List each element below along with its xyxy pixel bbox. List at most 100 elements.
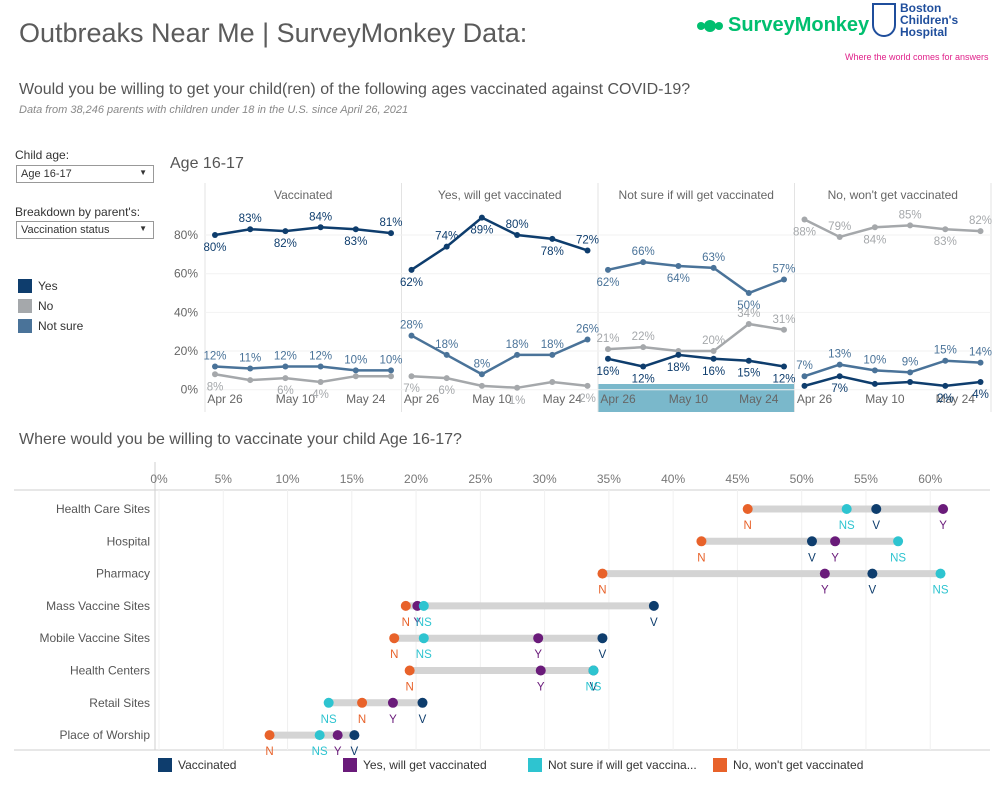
data-label: 12% <box>772 374 795 386</box>
data-label: 83% <box>344 236 367 248</box>
dot-y <box>830 536 841 547</box>
dot-label: V <box>808 552 816 564</box>
page-title: Outbreaks Near Me | SurveyMonkey Data: <box>19 18 528 48</box>
data-point <box>781 363 787 370</box>
legend-item-wont-vaccinate[interactable]: No, won't get vaccinated <box>713 758 863 772</box>
category-label: Hospital <box>107 534 150 548</box>
dot-y <box>535 665 546 676</box>
dot-n <box>742 504 753 514</box>
x-tick-label: 15% <box>340 472 364 486</box>
legend-item-not-sure[interactable]: Not sure if will get vaccina... <box>528 758 697 772</box>
breakdown-dropdown[interactable]: Vaccination status ▼ <box>16 221 154 239</box>
dot-label: NS <box>839 520 855 532</box>
legend-swatch <box>343 758 357 772</box>
dot-label: N <box>598 585 606 597</box>
data-point <box>942 226 949 233</box>
dot-n <box>264 730 275 741</box>
data-point <box>977 228 984 235</box>
legend-item-yes[interactable]: Yes <box>18 277 83 295</box>
legend-item-will-vaccinate[interactable]: Yes, will get vaccinated <box>343 758 487 772</box>
category-label: Place of Worship <box>60 728 151 742</box>
data-label: 83% <box>239 213 262 225</box>
dot-n <box>400 600 411 611</box>
data-point <box>514 351 521 358</box>
data-point <box>443 375 450 382</box>
dot-y <box>533 633 544 644</box>
surveymonkey-logo[interactable]: SurveyMonkey <box>696 14 869 37</box>
legend-item-not-sure[interactable]: Not sure <box>18 317 83 335</box>
x-tick-label: May 24 <box>543 392 583 406</box>
data-point <box>317 379 324 385</box>
data-label: 18% <box>667 362 690 374</box>
data-point <box>710 264 717 271</box>
child-age-dropdown[interactable]: Age 16-17 ▼ <box>16 165 154 183</box>
data-label: 4% <box>972 389 989 401</box>
dot-ns <box>314 730 325 741</box>
x-tick-label: 10% <box>276 472 300 486</box>
legend-label: Yes <box>38 279 58 293</box>
x-tick-label: May 10 <box>669 392 709 406</box>
dot-v <box>648 600 659 611</box>
legend-label: Not sure <box>38 319 84 333</box>
data-label: 10% <box>344 354 367 366</box>
dot-ns <box>841 504 852 514</box>
data-label: 12% <box>632 374 655 386</box>
dot-ns <box>893 536 904 547</box>
data-point <box>871 367 878 374</box>
data-point <box>549 379 556 385</box>
data-label: 7% <box>796 360 813 372</box>
data-point <box>408 266 415 273</box>
data-point <box>640 259 647 266</box>
dot-y <box>938 504 949 514</box>
data-point <box>514 232 521 239</box>
data-point <box>282 228 289 235</box>
data-label: 20% <box>702 335 725 347</box>
x-tick-label: Apr 26 <box>404 392 440 406</box>
data-label: 2% <box>579 393 596 405</box>
dot-v <box>597 633 608 644</box>
data-label: 11% <box>239 352 261 364</box>
data-point <box>836 233 843 240</box>
data-point <box>247 226 254 233</box>
data-label: 62% <box>400 277 423 289</box>
dot-y <box>332 730 343 741</box>
data-label: 18% <box>541 339 564 351</box>
panel-header: Vaccinated <box>274 188 332 202</box>
x-tick-label: 40% <box>661 472 685 486</box>
surveymonkey-logo-text: SurveyMonkey <box>728 14 870 36</box>
data-point <box>710 348 717 355</box>
data-point <box>710 355 717 362</box>
legend-swatch <box>18 319 32 333</box>
dot-label: N <box>265 746 273 758</box>
series-line-not-sure <box>410 334 589 376</box>
data-point <box>584 382 591 389</box>
data-point <box>584 247 591 254</box>
data-point <box>443 351 450 358</box>
dot-n <box>389 633 400 644</box>
data-label: 7% <box>403 383 420 395</box>
data-label: 84% <box>863 234 886 246</box>
data-label: 50% <box>737 300 760 312</box>
y-tick-label: 60% <box>174 267 198 281</box>
data-label: 21% <box>596 333 619 345</box>
data-label: 57% <box>772 263 795 275</box>
chevron-down-icon: ▼ <box>139 224 147 233</box>
dot-label: V <box>872 520 880 532</box>
data-label: 18% <box>506 339 529 351</box>
legend-item-no[interactable]: No <box>18 297 83 315</box>
data-label: 74% <box>435 231 458 243</box>
dot-n <box>696 536 707 547</box>
data-label: 18% <box>435 339 458 351</box>
dot-label: V <box>351 746 359 758</box>
series-line-no <box>607 322 785 353</box>
data-label: 79% <box>828 221 851 233</box>
y-tick-label: 20% <box>174 344 198 358</box>
legend-item-vaccinated[interactable]: Vaccinated <box>158 758 236 772</box>
data-point <box>907 379 914 385</box>
series-line-not-sure <box>804 359 981 378</box>
data-point <box>352 226 359 233</box>
data-point <box>514 384 521 391</box>
bch-logo[interactable]: Boston Children's Hospital <box>872 2 958 38</box>
data-label: 15% <box>934 345 957 357</box>
data-point <box>907 222 914 229</box>
